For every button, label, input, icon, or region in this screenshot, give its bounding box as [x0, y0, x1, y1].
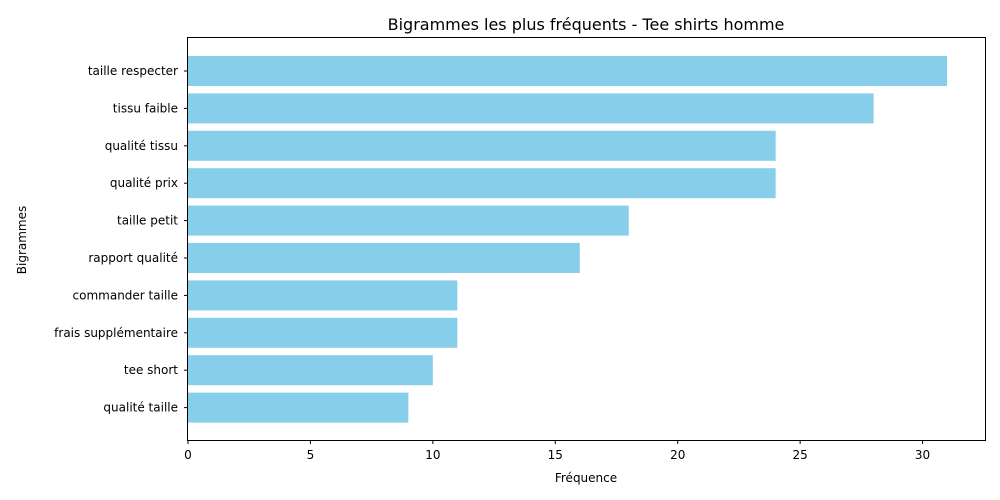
- bar-5: [188, 205, 629, 236]
- y-tick-label: taille respecter: [88, 64, 178, 78]
- y-axis-label: Bigrammes: [15, 206, 29, 274]
- bar-9: [188, 355, 433, 386]
- y-tick-label: taille petit: [117, 214, 178, 228]
- bar-7: [188, 280, 458, 311]
- y-tick-label: qualité taille: [103, 401, 178, 415]
- x-tick-label: 30: [915, 448, 930, 462]
- x-axis-ticks: 0 5 10 15 20 25 30: [184, 440, 930, 462]
- x-tick-label: 15: [548, 448, 563, 462]
- bar-10: [188, 392, 409, 423]
- y-tick-label: commander taille: [73, 288, 178, 302]
- y-tick-label: tissu faible: [113, 101, 178, 115]
- bar-4: [188, 168, 776, 199]
- y-tick-label: qualité tissu: [105, 139, 178, 153]
- plot-frame: [187, 37, 986, 441]
- bars-layer: [188, 56, 948, 423]
- x-tick-label: 0: [184, 448, 192, 462]
- bar-1: [188, 56, 948, 86]
- y-tick-label: rapport qualité: [88, 251, 178, 265]
- x-tick-label: 20: [670, 448, 685, 462]
- y-tick-label: frais supplémentaire: [54, 326, 178, 340]
- bar-2: [188, 93, 874, 124]
- bar-6: [188, 243, 580, 273]
- y-axis-ticks: taille respecter tissu faible qualité tiss…: [54, 64, 188, 415]
- x-tick-label: 25: [792, 448, 807, 462]
- x-axis-label: Fréquence: [555, 471, 617, 485]
- x-tick-label: 10: [425, 448, 440, 462]
- bar-3: [188, 130, 776, 161]
- y-tick-label: tee short: [124, 363, 178, 377]
- chart-title: Bigrammes les plus fréquents - Tee shirt…: [388, 15, 785, 34]
- bar-8: [188, 317, 458, 348]
- x-tick-label: 5: [307, 448, 315, 462]
- y-tick-label: qualité prix: [110, 176, 178, 190]
